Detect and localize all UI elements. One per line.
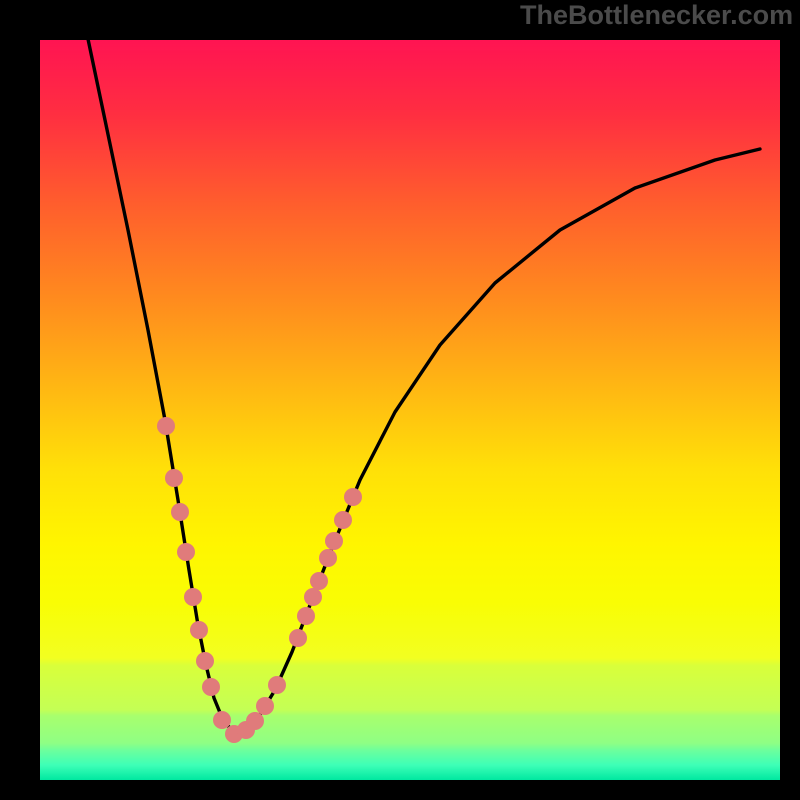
data-marker [165,469,183,487]
data-marker [310,572,328,590]
data-marker [177,543,195,561]
data-marker [157,417,175,435]
data-marker [213,711,231,729]
data-marker [268,676,286,694]
data-marker [297,607,315,625]
data-marker [319,549,337,567]
data-marker [171,503,189,521]
data-marker [190,621,208,639]
watermark-text: TheBottlenecker.com [520,0,793,31]
data-marker [246,712,264,730]
data-marker [202,678,220,696]
data-marker [256,697,274,715]
data-marker [196,652,214,670]
data-marker [289,629,307,647]
data-marker [304,588,322,606]
chart-svg [0,0,800,800]
plot-background [40,40,780,780]
data-marker [325,532,343,550]
data-marker [344,488,362,506]
data-marker [334,511,352,529]
data-marker [184,588,202,606]
